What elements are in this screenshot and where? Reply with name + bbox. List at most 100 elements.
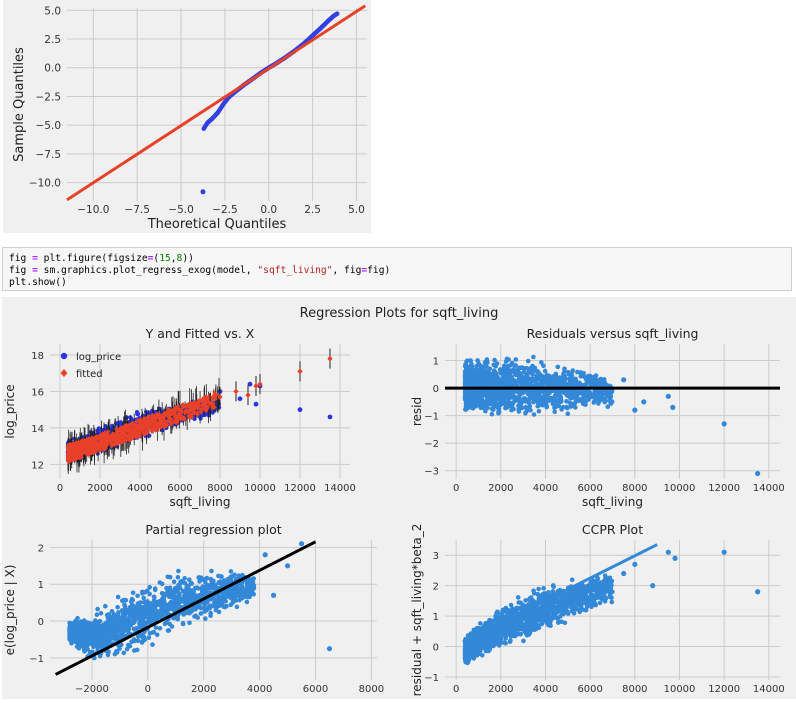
- subplot-3-x-tick-label: 8000: [359, 684, 384, 695]
- subplot-2-data-point: [495, 376, 500, 381]
- code-token: sm.graphics.plot_regress_exog(model,: [38, 265, 258, 276]
- subplot-2-data-point: [464, 407, 469, 412]
- subplot-2-outlier-point: [641, 399, 646, 404]
- subplot-2-data-point: [476, 368, 481, 373]
- subplot-2-data-point: [558, 400, 563, 405]
- subplot-2-data-point: [551, 402, 556, 407]
- subplot-2-data-point: [483, 363, 488, 368]
- subplot-2-x-tick-label: 0: [453, 483, 459, 494]
- subplot-2-data-point: [474, 402, 479, 407]
- subplot-2-data-point: [516, 404, 521, 409]
- subplot-3-data-point: [214, 608, 219, 613]
- subplot-2-data-point: [562, 382, 567, 387]
- subplot-2-data-point: [487, 395, 492, 400]
- subplot-2-data-point: [523, 411, 528, 416]
- subplot-2-title: Residuals versus sqft_living: [527, 326, 699, 341]
- subplot-3-x-tick-label: 0: [145, 684, 151, 695]
- subplot-2-data-point: [539, 395, 544, 400]
- code-number: 15: [159, 253, 171, 264]
- qq-x-tick-label: −7.5: [124, 204, 150, 216]
- subplot-3-data-point: [135, 594, 140, 599]
- subplot-2-data-point: [513, 363, 518, 368]
- subplot-2-data-point: [479, 364, 484, 369]
- subplot-3-data-point: [159, 604, 164, 609]
- subplot-2-data-point: [521, 399, 526, 404]
- subplot-3-data-point: [115, 605, 120, 610]
- subplot-3-x-tick-label: 4000: [247, 684, 272, 695]
- subplot-2-data-point: [577, 398, 582, 403]
- subplot-2-data-point: [527, 398, 532, 403]
- subplot-3-data-point: [116, 595, 121, 600]
- qq-y-tick-label: −2.5: [36, 91, 62, 103]
- subplot-2-data-point: [505, 400, 510, 405]
- subplot-2-x-tick-label: 10000: [664, 483, 696, 494]
- code-cell[interactable]: fig = plt.figure(figsize=(15,8)) fig = s…: [2, 247, 792, 291]
- subplot-2-data-point: [497, 406, 502, 411]
- subplot-1-x-axis-label: sqft_living: [170, 495, 231, 509]
- subplot-3-data-point: [187, 621, 192, 626]
- subplot-2-data-point: [559, 407, 564, 412]
- subplot-2-data-point: [488, 378, 493, 383]
- subplot-3-data-point: [190, 581, 195, 586]
- subplot-3-y-tick-label: 2: [38, 543, 44, 554]
- subplot-2-data-point: [531, 400, 536, 405]
- subplot-2-x-tick-label: 2000: [488, 483, 513, 494]
- qq-x-axis-label: Theoretical Quantiles: [147, 217, 287, 232]
- subplot-1-outlier-point: [254, 402, 259, 407]
- subplot-3-x-tick-label: 6000: [303, 684, 328, 695]
- subplot-3-y-axis-label: e(log_price | X): [3, 565, 17, 656]
- subplot-3-y-tick-label: −1: [29, 654, 44, 665]
- subplot-2-y-tick-label: −1: [424, 412, 439, 423]
- subplot-2-data-point: [552, 410, 557, 415]
- subplot-2-data-point: [543, 369, 548, 374]
- subplot-2-data-point: [563, 376, 568, 381]
- subplot-2-data-point: [583, 402, 588, 407]
- subplot-2-data-point: [534, 374, 539, 379]
- subplot-2-data-point: [554, 393, 559, 398]
- subplot-3-data-point: [251, 592, 256, 597]
- subplot-2-data-point: [475, 358, 480, 363]
- subplot-1-x-tick-label: 0: [57, 483, 63, 494]
- subplot-2-data-point: [522, 370, 527, 375]
- subplot-3-data-point: [147, 585, 152, 590]
- subplot-3-data-point: [155, 633, 160, 638]
- subplot-2-data-point: [569, 371, 574, 376]
- subplot-1-x-tick-label: 10000: [244, 483, 276, 494]
- code-line-1: fig = plt.figure(figsize=(15,8)): [9, 253, 785, 265]
- subplot-3-y-tick-label: 0: [38, 617, 44, 628]
- subplot-1-x-tick-label: 12000: [284, 483, 316, 494]
- qq-x-tick-label: 2.5: [304, 204, 321, 216]
- subplot-2-data-point: [463, 369, 468, 374]
- subplot-2-data-point: [501, 389, 506, 394]
- subplot-2-data-point: [490, 400, 495, 405]
- subplot-3-x-tick-label: 2000: [191, 684, 216, 695]
- subplot-2-data-point: [474, 364, 479, 369]
- subplot-3-x-tick-label: −2000: [75, 684, 109, 695]
- subplot-2-data-point: [522, 382, 527, 387]
- subplot-2-data-point: [537, 409, 542, 414]
- subplot-3-data-point: [132, 627, 137, 632]
- subplot-1-x-tick-label: 14000: [324, 483, 356, 494]
- subplot-2-outlier-point: [722, 421, 727, 426]
- subplot-3-data-point: [131, 591, 136, 596]
- subplot-2-data-point: [599, 397, 604, 402]
- subplot-2-data-point: [555, 377, 560, 382]
- subplot-2-outlier-point: [755, 471, 760, 476]
- subplot-1-y-tick-label: 14: [31, 424, 44, 435]
- subplot-2-data-point: [474, 383, 479, 388]
- subplot-2-data-point: [514, 357, 519, 362]
- qq-y-tick-label: −7.5: [36, 149, 62, 161]
- subplot-2-data-point: [556, 365, 561, 370]
- legend-label-log-price: log_price: [76, 352, 121, 363]
- subplot-2-data-point: [572, 393, 577, 398]
- subplot-2-data-point: [510, 392, 515, 397]
- subplot-2-data-point: [534, 395, 539, 400]
- subplot-2-data-point: [579, 374, 584, 379]
- subplot-2-data-point: [532, 412, 537, 417]
- subplot-2-data-point: [529, 377, 534, 382]
- subplot-2-data-point: [524, 405, 529, 410]
- code-line-2: fig = sm.graphics.plot_regress_exog(mode…: [9, 265, 785, 277]
